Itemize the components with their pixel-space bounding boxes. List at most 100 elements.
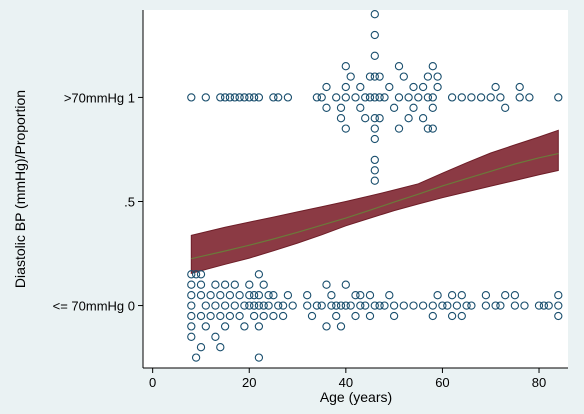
axes-layer [142, 10, 568, 369]
data-point [220, 301, 230, 310]
data-point [481, 301, 491, 310]
data-point [230, 93, 239, 102]
data-point [370, 51, 379, 60]
data-point [394, 93, 404, 102]
data-point [274, 301, 283, 310]
data-point [491, 301, 500, 310]
data-point [216, 291, 225, 300]
data-point [341, 82, 350, 92]
data-point [447, 291, 457, 300]
y-tick-label: .5 [124, 194, 135, 209]
data-point [187, 291, 196, 300]
data-point [283, 291, 293, 300]
data-point [491, 82, 500, 92]
data-point [361, 114, 370, 123]
data-point [380, 301, 389, 310]
data-point [259, 301, 268, 310]
data-point [220, 280, 230, 289]
y-tick-label: >70mmHg 1 [64, 90, 135, 105]
data-point [365, 93, 375, 102]
data-point [544, 301, 553, 310]
data-point [394, 62, 404, 71]
data-point [225, 93, 235, 102]
data-point [525, 93, 534, 102]
data-point [428, 62, 437, 71]
data-point [361, 93, 370, 102]
x-tick-label: 0 [149, 375, 156, 390]
data-point [423, 124, 433, 133]
data-point [418, 114, 428, 123]
x-axis-title: Age (years) [320, 389, 392, 405]
data-point [332, 311, 341, 321]
data-point [187, 93, 196, 102]
data-point [288, 301, 297, 310]
data-point [341, 301, 350, 310]
data-point [254, 291, 264, 300]
data-point [520, 301, 529, 310]
data-point [206, 291, 215, 300]
data-point [399, 72, 408, 81]
x-tick-label: 60 [435, 375, 449, 390]
data-point [187, 280, 196, 289]
data-point [501, 103, 510, 112]
data-point [341, 93, 350, 102]
data-point [428, 93, 437, 102]
data-point [370, 301, 379, 310]
data-point [254, 301, 264, 310]
data-point [433, 291, 442, 300]
data-point [245, 301, 254, 310]
data-point [356, 291, 365, 300]
data-point [356, 82, 365, 92]
data-point [476, 93, 486, 102]
data-point [254, 270, 264, 279]
data-point [370, 114, 379, 123]
data-point [336, 114, 346, 123]
data-point [409, 103, 418, 112]
data-point [375, 301, 384, 310]
data-point [187, 322, 196, 331]
data-point [191, 270, 201, 279]
data-point [216, 343, 225, 352]
data-point [245, 291, 254, 300]
y-ticks: <= 70mmHg 0 .5 >70mmHg 1 [53, 90, 143, 314]
data-point [356, 301, 365, 310]
data-point [385, 82, 394, 92]
data-point [370, 155, 379, 165]
data-point [336, 322, 346, 331]
data-point [399, 301, 408, 310]
data-point [254, 93, 264, 102]
x-ticks: 0 20 40 60 80 [149, 368, 546, 390]
data-point [254, 353, 264, 362]
confidence-band [190, 129, 559, 274]
data-point [370, 10, 379, 19]
data-point [211, 332, 220, 341]
data-point [307, 311, 317, 321]
data-point [332, 93, 341, 102]
data-point [365, 291, 375, 300]
data-point [201, 301, 210, 310]
data-point [211, 280, 220, 289]
y-axis-title: Diastolic BP (mmHg)/Proportion [12, 90, 28, 288]
data-point [428, 124, 437, 133]
data-point [452, 301, 462, 310]
data-point [249, 311, 259, 321]
data-point [327, 301, 336, 310]
data-point [433, 72, 442, 81]
data-point [457, 311, 466, 321]
data-point [467, 93, 476, 102]
data-point [196, 311, 206, 321]
data-point [327, 291, 336, 300]
data-point [274, 93, 283, 102]
data-point [554, 93, 563, 102]
data-point [269, 291, 278, 300]
data-point [418, 82, 428, 92]
data-point [269, 311, 278, 321]
data-point [496, 93, 505, 102]
data-point [428, 301, 437, 310]
data-point [423, 72, 433, 81]
data-point [240, 93, 249, 102]
data-point [322, 322, 331, 331]
data-point [191, 353, 201, 362]
data-point [370, 93, 379, 102]
